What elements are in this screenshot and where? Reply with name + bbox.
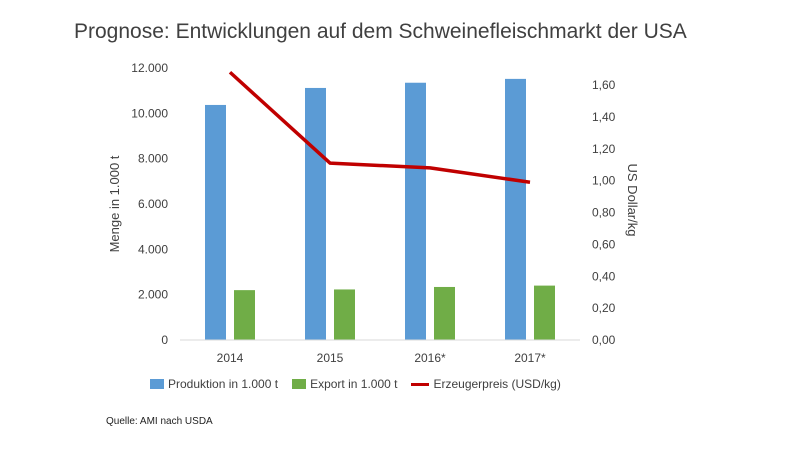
y-axis-ticks: 0 2.000 4.000 6.000 8.000 10.000 12.000 <box>131 61 168 347</box>
y-tick-label: 0 <box>161 333 168 347</box>
bar-export-3 <box>534 285 555 340</box>
y-tick-label: 12.000 <box>131 61 168 75</box>
y2-axis-title: US Dollar/kg <box>625 164 640 237</box>
y2-tick-label: 0,40 <box>592 269 616 283</box>
x-axis-ticks: 2014 2015 2016* 2017* <box>217 351 546 365</box>
y2-tick-label: 0,00 <box>592 333 616 347</box>
source-note: Quelle: AMI nach USDA <box>106 416 213 427</box>
price-line-group <box>228 70 531 184</box>
legend-label-production: Produktion in 1.000 t <box>168 377 279 391</box>
y-tick-label: 10.000 <box>131 106 168 120</box>
bar-production-3 <box>505 78 526 340</box>
y2-tick-label: 1,60 <box>592 78 616 92</box>
y2-tick-label: 0,60 <box>592 237 616 251</box>
chart-title: Prognose: Entwicklungen auf dem Schweine… <box>74 20 687 43</box>
bar-production-2 <box>405 82 426 340</box>
price-line <box>228 70 531 184</box>
y-tick-label: 8.000 <box>138 152 168 166</box>
y-tick-label: 4.000 <box>138 242 168 256</box>
bar-production-0 <box>205 104 226 341</box>
x-tick-label: 2015 <box>317 351 344 365</box>
legend-label-price: Erzeugerpreis (USD/kg) <box>433 377 561 391</box>
bars-group <box>205 78 555 341</box>
x-tick-label: 2017* <box>514 351 546 365</box>
y2-tick-label: 0,20 <box>592 301 616 315</box>
y2-tick-label: 1,20 <box>592 142 616 156</box>
y2-tick-label: 1,40 <box>592 110 616 124</box>
legend-swatch-export <box>292 379 307 389</box>
legend-item-export: Export in 1.000 t <box>292 377 397 391</box>
bar-export-1 <box>334 289 355 340</box>
legend-swatch-price <box>411 382 430 386</box>
x-tick-label: 2014 <box>217 351 244 365</box>
legend: Produktion in 1.000 t Export in 1.000 t … <box>150 377 561 391</box>
bar-export-2 <box>434 286 455 340</box>
y2-tick-label: 1,00 <box>592 174 616 188</box>
y-tick-label: 6.000 <box>138 197 168 211</box>
legend-item-production: Produktion in 1.000 t <box>150 377 278 391</box>
y-tick-label: 2.000 <box>138 288 168 302</box>
bar-production-1 <box>305 87 326 341</box>
legend-label-export: Export in 1.000 t <box>310 377 398 391</box>
legend-swatch-production <box>150 379 164 389</box>
y2-axis-ticks: 0,00 0,20 0,40 0,60 0,80 1,00 1,20 1,40 1,60 <box>592 78 616 347</box>
y-axis-title: Menge in 1.000 t <box>107 155 122 252</box>
y2-tick-label: 0,80 <box>592 206 616 220</box>
legend-item-price: Erzeugerpreis (USD/kg) <box>411 377 561 391</box>
x-tick-label: 2016* <box>414 351 446 365</box>
bar-export-0 <box>234 290 255 340</box>
